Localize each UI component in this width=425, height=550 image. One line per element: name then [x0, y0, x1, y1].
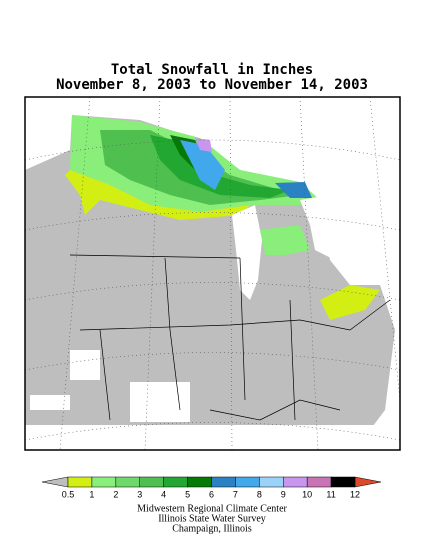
credit: Illinois State Water Survey	[158, 513, 266, 524]
legend-swatch	[91, 476, 117, 488]
snow-band	[180, 140, 225, 190]
legend-label: 2	[113, 489, 118, 499]
graticule	[25, 97, 400, 450]
no-data-area	[70, 350, 100, 380]
lake	[315, 97, 400, 285]
legend-swatch	[67, 476, 93, 488]
legend-swatch	[211, 476, 236, 488]
state-borders	[69, 254, 391, 421]
credit: Midwestern Regional Climate Center	[137, 503, 287, 514]
legend-swatch	[163, 476, 188, 488]
lake	[232, 205, 262, 300]
legend-label: 9	[281, 489, 286, 499]
snow-band	[65, 170, 250, 220]
legend-label: 6	[209, 489, 214, 499]
legend-swatch	[139, 476, 164, 488]
legend-label: 8	[257, 489, 262, 499]
legend-swatch	[235, 476, 260, 488]
legend-swatch	[330, 476, 356, 488]
legend-swatch	[187, 476, 212, 488]
title: Total Snowfall in Inches	[111, 62, 313, 78]
legend-label: 12	[350, 489, 360, 499]
no-data-area	[130, 382, 190, 422]
legend-swatch	[283, 476, 308, 488]
legend-swatch	[259, 476, 284, 488]
credit: Champaign, Illinois	[172, 523, 252, 534]
legend-label: 5	[185, 489, 190, 499]
snow-band	[195, 138, 212, 152]
subtitle: November 8, 2003 to November 14, 2003	[56, 77, 368, 93]
legend-label: 4	[161, 489, 166, 499]
legend-label: 7	[233, 489, 238, 499]
snow-band	[320, 285, 380, 320]
legend-label: 0.5	[62, 489, 75, 499]
legend-swatch	[115, 476, 141, 488]
legend-label: 1	[89, 489, 94, 499]
legend-below	[41, 476, 69, 488]
legend-label: 10	[302, 489, 312, 499]
snow-band	[275, 182, 312, 198]
no-data-area	[30, 395, 70, 410]
legend: 0.5 1 2 3 4 5 6 7 8 9 10 11 12	[41, 476, 382, 499]
no-data-area	[25, 425, 400, 450]
map	[24, 96, 401, 451]
legend-label: 3	[137, 489, 142, 499]
legend-label: 11	[326, 489, 335, 499]
snow-band	[260, 225, 310, 255]
legend-swatch	[306, 476, 332, 488]
legend-above	[354, 476, 382, 488]
map-frame	[24, 96, 401, 451]
